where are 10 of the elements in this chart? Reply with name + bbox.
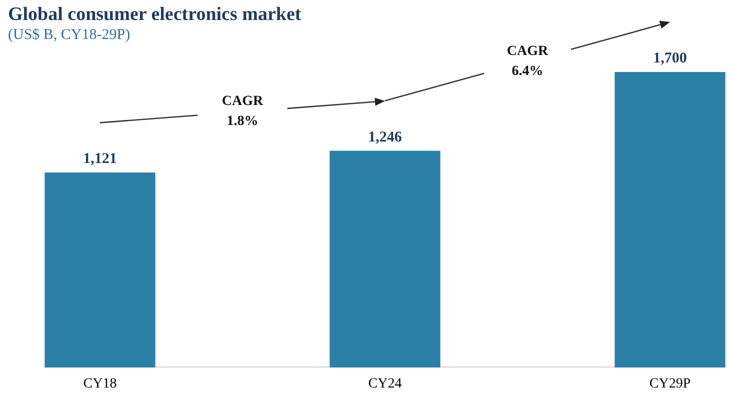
x-tick-label: CY24 (368, 376, 402, 392)
chart-subtitle: (US$ B, CY18-29P) (8, 27, 130, 44)
chart-title: Global consumer electronics market (8, 4, 302, 26)
annotation: CAGR 1.8% (220, 92, 264, 131)
annotation: CAGR 6.4% (506, 42, 550, 81)
data-label: 1,121 (83, 151, 117, 168)
data-label: 1,700 (653, 50, 687, 67)
data-label: 1,246 (368, 129, 402, 146)
x-tick-label: CY18 (83, 376, 117, 392)
x-tick-label: CY29P (649, 376, 691, 392)
